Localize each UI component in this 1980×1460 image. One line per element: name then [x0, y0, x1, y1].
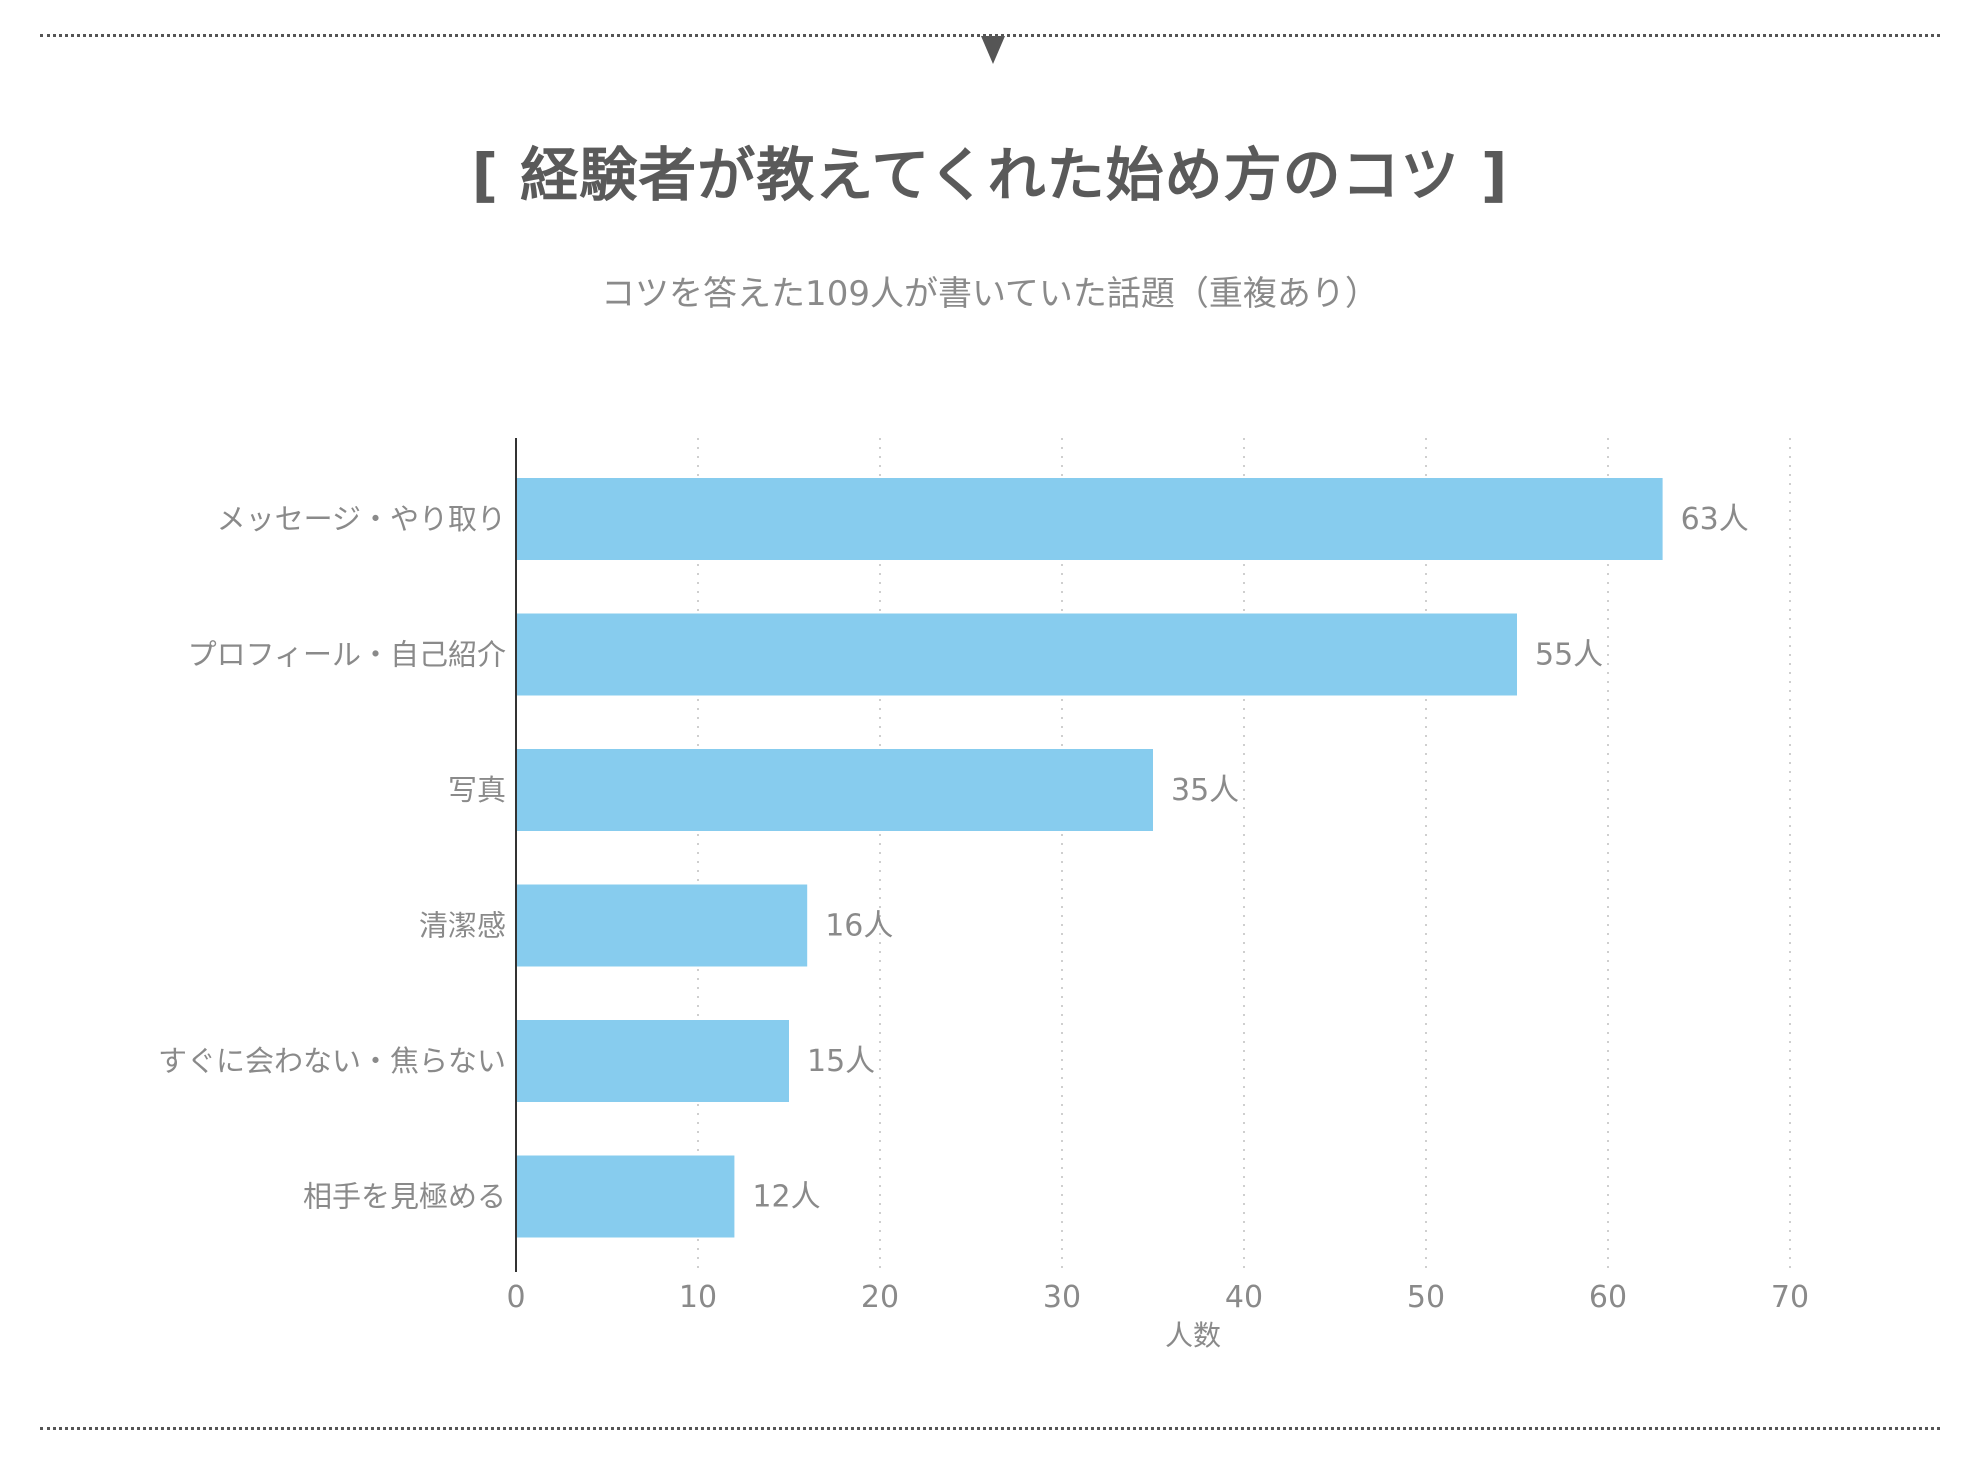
- x-tick-label: 70: [1771, 1280, 1809, 1315]
- bar: [516, 1020, 789, 1102]
- category-label: メッセージ・やり取り: [217, 502, 506, 536]
- x-tick-label: 60: [1589, 1280, 1627, 1315]
- category-label: プロフィール・自己紹介: [188, 638, 506, 672]
- x-axis-title: 人数: [1165, 1319, 1221, 1352]
- page-title: [ 経験者が教えてくれた始め方のコツ ]: [471, 141, 1509, 209]
- category-label: 写真: [448, 773, 506, 807]
- data-label: 35人: [1171, 773, 1239, 808]
- x-tick-label: 10: [679, 1280, 717, 1315]
- data-label: 16人: [825, 909, 893, 944]
- data-label: 55人: [1535, 638, 1603, 673]
- down-triangle-icon: [981, 36, 1005, 64]
- bar: [516, 613, 1517, 696]
- category-label: すぐに会わない・焦らない: [158, 1044, 506, 1078]
- page-subtitle: コツを答えた109人が書いていた話題（重複あり）: [601, 274, 1379, 314]
- data-label: 15人: [807, 1044, 875, 1079]
- bar: [516, 478, 1663, 560]
- bar: [516, 749, 1153, 831]
- category-label: 相手を見極める: [303, 1180, 506, 1214]
- x-tick-label: 0: [506, 1280, 525, 1315]
- bar: [516, 1155, 735, 1238]
- x-tick-label: 20: [861, 1280, 899, 1315]
- x-tick-label: 40: [1225, 1280, 1263, 1315]
- bar: [516, 884, 808, 967]
- data-label: 63人: [1681, 502, 1749, 537]
- x-tick-label: 50: [1407, 1280, 1445, 1315]
- top-divider: [40, 34, 1940, 37]
- category-label: 清潔感: [419, 909, 506, 943]
- x-tick-label: 30: [1043, 1280, 1081, 1315]
- bottom-divider: [40, 1427, 1940, 1430]
- data-label: 12人: [752, 1180, 820, 1215]
